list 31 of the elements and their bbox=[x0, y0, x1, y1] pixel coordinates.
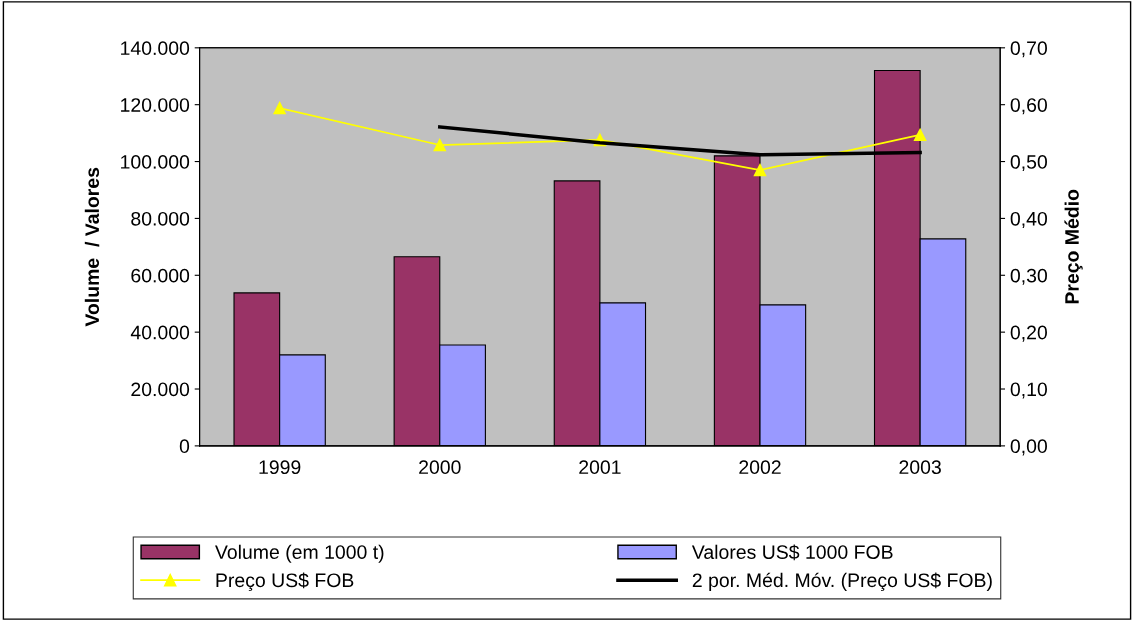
y-tick-label: 140.000 bbox=[121, 41, 190, 56]
y-tick-label: 40.000 bbox=[130, 325, 190, 340]
y2-tick-label: 0,70 bbox=[1010, 41, 1047, 58]
legend-label: Valores US$ 1000 FOB bbox=[691, 544, 893, 561]
point bbox=[273, 101, 286, 115]
y2-tick-label: 0,00 bbox=[1010, 439, 1047, 456]
y2-tick-label: 0,30 bbox=[1010, 268, 1047, 285]
x-tick-label: 2000 bbox=[419, 460, 461, 475]
y-tick-label: 100.000 bbox=[121, 155, 190, 169]
x-tick-label: 2001 bbox=[579, 460, 621, 475]
y2-tick-label: 0,10 bbox=[1010, 382, 1047, 399]
point bbox=[753, 163, 767, 177]
x-tick-label: 2003 bbox=[899, 460, 941, 475]
y-tick-label: 0 bbox=[179, 439, 190, 454]
legend-label: Volume (em 1000 t) bbox=[215, 544, 384, 563]
legend-label: 2 por. Méd. Móv. (Preço US$ FOB) bbox=[692, 572, 992, 592]
y-tick-label: 120.000 bbox=[121, 98, 190, 112]
y2-axis-title: Preço Médio bbox=[1064, 189, 1083, 304]
y2-tick-label: 0,20 bbox=[1010, 325, 1047, 342]
y-tick-label: 60.000 bbox=[131, 268, 190, 283]
y-tick-label: 80.000 bbox=[131, 211, 190, 226]
x-tick-label: 2002 bbox=[739, 460, 781, 475]
x-tick-label: 1999 bbox=[259, 460, 301, 475]
y2-tick-label: 0,60 bbox=[1010, 98, 1047, 115]
legend-label: Preço US$ FOB bbox=[216, 572, 354, 592]
y-tick-label: 20.000 bbox=[131, 382, 190, 397]
point bbox=[913, 128, 927, 142]
y-axis-title: Volume / Valores bbox=[84, 167, 100, 327]
point bbox=[433, 138, 447, 152]
y2-tick-label: 0,50 bbox=[1010, 155, 1047, 172]
y2-tick-label: 0,40 bbox=[1010, 211, 1047, 228]
